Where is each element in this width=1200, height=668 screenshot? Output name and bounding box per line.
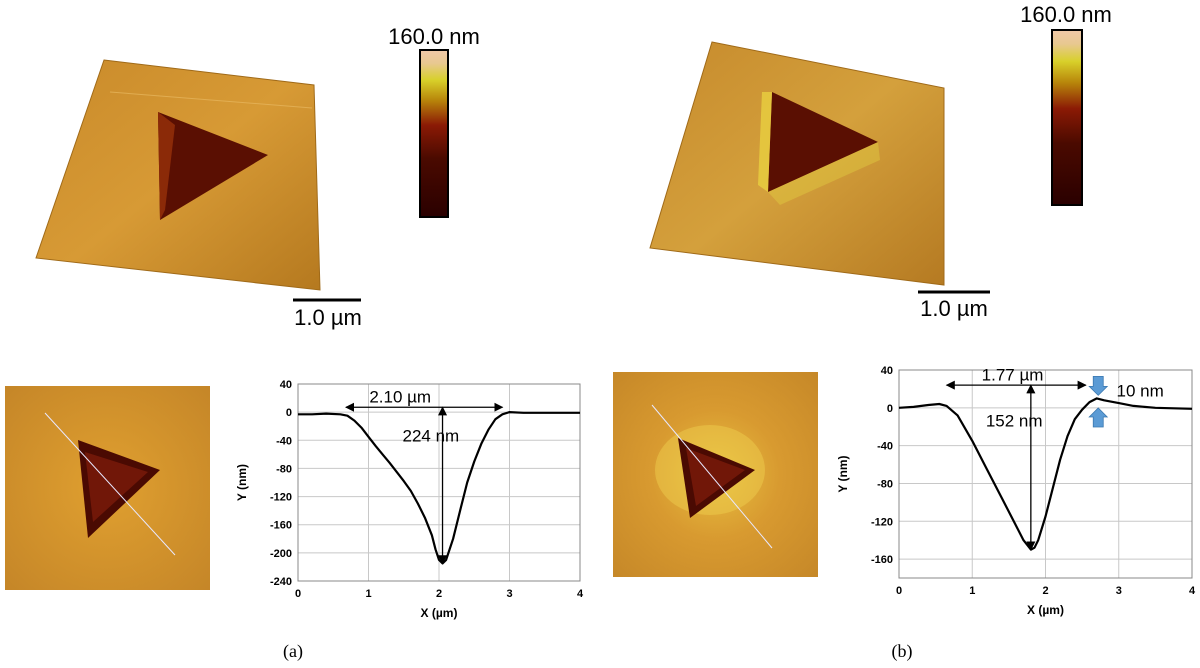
y-tick-label: -40 bbox=[877, 441, 893, 453]
x-tick-label: 2 bbox=[1042, 585, 1048, 597]
depth-annotation: 152 nm bbox=[986, 412, 1043, 431]
panel-b: 160.0 nm 1.0 µm 0 1 2 3 4 40 0 -40 -80 -120 -160 X … bbox=[600, 0, 1200, 663]
x-tick-label: 3 bbox=[1116, 585, 1122, 597]
x-axis-label: X (µm) bbox=[1027, 603, 1064, 617]
y-tick-label: -80 bbox=[276, 463, 292, 475]
y-tick-label: 40 bbox=[881, 365, 893, 377]
x-tick-label: 0 bbox=[896, 585, 902, 597]
y-tick-label: 0 bbox=[286, 407, 292, 419]
plot-frame bbox=[297, 383, 581, 582]
pileup-annotation: 10 nm bbox=[1117, 381, 1164, 400]
scale-bar: 1.0 µm bbox=[918, 290, 990, 321]
profile-chart-b: 0 1 2 3 4 40 0 -40 -80 -120 -160 X (µm) Y (nm) 1.77 µ… bbox=[836, 365, 1196, 617]
depth-annotation: 224 nm bbox=[403, 427, 460, 446]
y-axis-label: Y (nm) bbox=[836, 455, 850, 492]
y-tick-label: -80 bbox=[877, 478, 893, 490]
panel-a-figure: 160.0 nm 1.0 µm 0 1 2 3 4 40 0 -40 -80 -120 -160 -2… bbox=[5, 24, 584, 662]
x-tick-label: 4 bbox=[1189, 585, 1196, 597]
panel-a: 160.0 nm 1.0 µm 0 1 2 3 4 40 0 -40 -80 -120 -160 -2… bbox=[0, 0, 600, 663]
scale-bar: 1.0 µm bbox=[293, 298, 362, 330]
profile-chart-a: 0 1 2 3 4 40 0 -40 -80 -120 -160 -200 -240 X (µm) Y (n… bbox=[235, 379, 584, 620]
x-axis-label: X (µm) bbox=[421, 606, 458, 620]
x-tick-label: 0 bbox=[295, 588, 301, 600]
x-tick-label: 1 bbox=[365, 588, 371, 600]
y-tick-label: -200 bbox=[270, 548, 292, 560]
y-tick-label: -160 bbox=[270, 520, 292, 532]
series-line bbox=[898, 397, 1193, 551]
afm-topview-image bbox=[5, 386, 210, 590]
panel-caption: (b) bbox=[892, 641, 913, 662]
y-tick-label: -120 bbox=[871, 516, 893, 528]
y-tick-label: -120 bbox=[270, 492, 292, 504]
indent-cavity bbox=[158, 112, 268, 220]
width-annotation: 2.10 µm bbox=[369, 387, 431, 406]
afm-3d-surface bbox=[649, 41, 945, 286]
scale-bar-label: 1.0 µm bbox=[294, 305, 362, 330]
x-tick-label: 3 bbox=[506, 588, 512, 600]
x-tick-label: 1 bbox=[969, 585, 975, 597]
pileup-arrow-top bbox=[1088, 375, 1109, 396]
scale-bar-label: 1.0 µm bbox=[920, 296, 988, 321]
pileup-arrow-bottom bbox=[1088, 407, 1109, 428]
y-tick-label: 0 bbox=[887, 403, 893, 415]
colorbar: 160.0 nm bbox=[1020, 2, 1112, 206]
colorbar-label: 160.0 nm bbox=[388, 24, 480, 49]
x-tick-label: 4 bbox=[577, 588, 584, 600]
y-tick-label: -160 bbox=[871, 554, 893, 566]
panel-b-figure: 160.0 nm 1.0 µm 0 1 2 3 4 40 0 -40 -80 -120 -160 X … bbox=[613, 2, 1196, 662]
colorbar: 160.0 nm bbox=[388, 24, 480, 218]
indent-cavity bbox=[768, 92, 878, 192]
afm-3d-surface bbox=[35, 59, 321, 291]
y-tick-label: -40 bbox=[276, 435, 292, 447]
panel-caption: (a) bbox=[283, 641, 303, 662]
y-tick-label: 40 bbox=[280, 379, 292, 391]
afm-topview-image bbox=[613, 372, 818, 577]
x-tick-label: 2 bbox=[436, 588, 442, 600]
y-axis-label: Y (nm) bbox=[235, 464, 249, 501]
y-tick-label: -240 bbox=[270, 576, 292, 588]
colorbar-label: 160.0 nm bbox=[1020, 2, 1112, 27]
plot-frame bbox=[898, 369, 1193, 579]
width-annotation: 1.77 µm bbox=[982, 365, 1044, 384]
series-line bbox=[298, 411, 580, 565]
